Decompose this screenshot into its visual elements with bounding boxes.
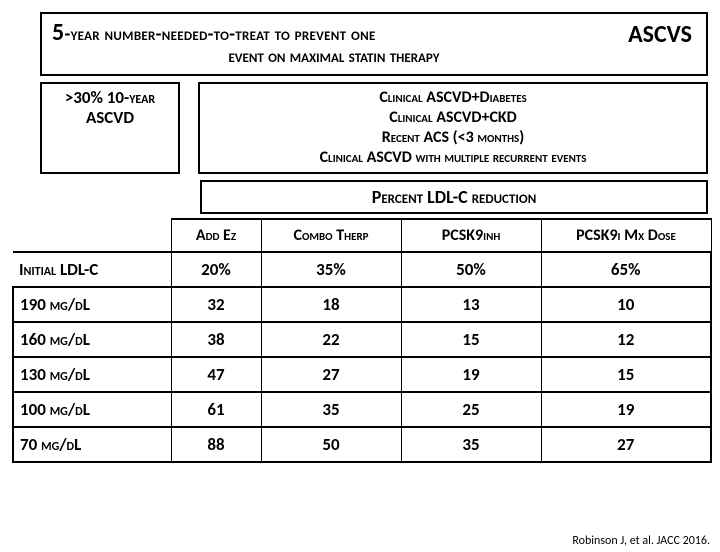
row-label: 190 mg/dL xyxy=(13,287,171,322)
cell: 13 xyxy=(401,287,541,322)
citation: Robinson J, et al. JACC 2016. xyxy=(572,534,710,548)
indication-1: Clinical ASCVD+Diabetes xyxy=(208,88,698,108)
cell: 50 xyxy=(261,427,401,462)
cell: 35 xyxy=(401,427,541,462)
row-label: 70 mg/dL xyxy=(13,427,171,462)
indication-2: Clinical ASCVD+CKD xyxy=(208,108,698,128)
pct-reduction-header: Percent LDL-C reduction xyxy=(200,180,708,214)
col-add-ez: Add Ez xyxy=(171,219,261,252)
cell: 47 xyxy=(171,357,261,392)
col-blank xyxy=(13,219,171,252)
initial-ldl-label: Initial LDL-C xyxy=(13,252,171,287)
cell: 27 xyxy=(261,357,401,392)
header-row: >30% 10-year ASCVD Clinical ASCVD+Diabet… xyxy=(40,82,708,174)
pct-c3: 50% xyxy=(401,252,541,287)
title-line2: event on maximal statin therapy xyxy=(52,45,696,68)
title-bar: 5-year number-needed-to-treat to prevent… xyxy=(40,12,708,76)
cell: 35 xyxy=(261,392,401,427)
cell: 88 xyxy=(171,427,261,462)
indications-box: Clinical ASCVD+Diabetes Clinical ASCVD+C… xyxy=(198,82,708,174)
col-pcsk9i-max: PCSK9i Mx Dose xyxy=(541,219,711,252)
row-label: 160 mg/dL xyxy=(13,322,171,357)
cell: 19 xyxy=(541,392,711,427)
cell: 38 xyxy=(171,322,261,357)
table-row: 70 mg/dL 88 50 35 27 xyxy=(13,427,711,462)
pct-c1: 20% xyxy=(171,252,261,287)
pct-row: Initial LDL-C 20% 35% 50% 65% xyxy=(13,252,711,287)
table-row: 190 mg/dL 32 18 13 10 xyxy=(13,287,711,322)
indication-3: Recent ACS (<3 months) xyxy=(208,128,698,148)
table-row: 100 mg/dL 61 35 25 19 xyxy=(13,392,711,427)
cell: 15 xyxy=(541,357,711,392)
column-header-row: Add Ez Combo Therp PCSK9inh PCSK9i Mx Do… xyxy=(13,219,711,252)
pct-c2: 35% xyxy=(261,252,401,287)
cell: 61 xyxy=(171,392,261,427)
cell: 10 xyxy=(541,287,711,322)
col-pcsk9inh: PCSK9inh xyxy=(401,219,541,252)
title-ascvs: ASCVS xyxy=(628,20,692,49)
nnt-table: Add Ez Combo Therp PCSK9inh PCSK9i Mx Do… xyxy=(12,218,712,463)
cell: 25 xyxy=(401,392,541,427)
table-row: 130 mg/dL 47 27 19 15 xyxy=(13,357,711,392)
cell: 32 xyxy=(171,287,261,322)
indication-4: Clinical ASCVD with multiple recurrent e… xyxy=(208,148,698,168)
row-label: 100 mg/dL xyxy=(13,392,171,427)
risk-line2: ASCVD xyxy=(48,108,172,128)
risk-header-box: >30% 10-year ASCVD xyxy=(40,82,180,174)
cell: 15 xyxy=(401,322,541,357)
risk-line1: >30% 10-year xyxy=(48,88,172,108)
title-5: 5 xyxy=(52,18,64,47)
pct-c4: 65% xyxy=(541,252,711,287)
table-row: 160 mg/dL 38 22 15 12 xyxy=(13,322,711,357)
cell: 18 xyxy=(261,287,401,322)
row-label: 130 mg/dL xyxy=(13,357,171,392)
title-rest: -year number-needed-to-treat to prevent … xyxy=(64,23,375,46)
cell: 27 xyxy=(541,427,711,462)
cell: 19 xyxy=(401,357,541,392)
title-line1: 5-year number-needed-to-treat to prevent… xyxy=(52,18,696,47)
cell: 22 xyxy=(261,322,401,357)
col-combo: Combo Therp xyxy=(261,219,401,252)
cell: 12 xyxy=(541,322,711,357)
